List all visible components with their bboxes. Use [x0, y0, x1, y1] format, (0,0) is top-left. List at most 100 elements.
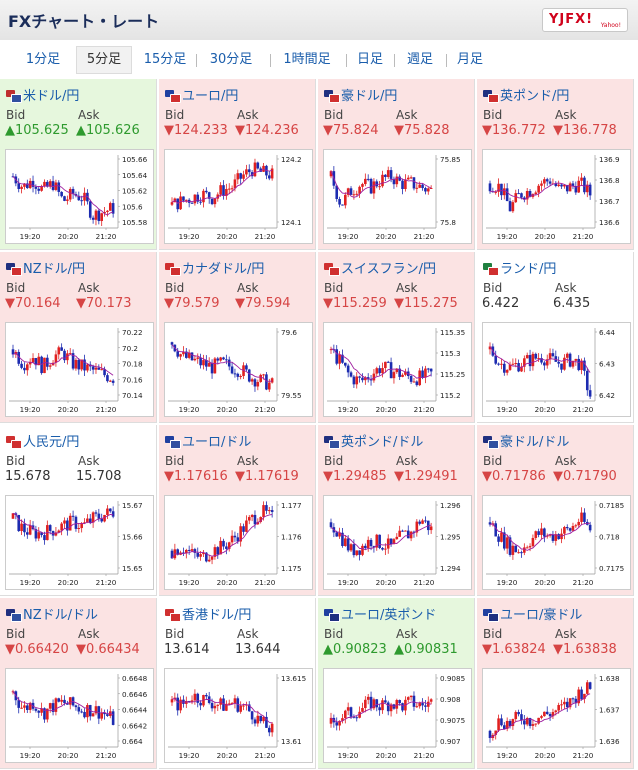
- bid-label: Bid: [165, 627, 185, 641]
- candle-body: [233, 179, 237, 189]
- rate-card[interactable]: 米ドル/円 Bid Ask ▲105.625 ▲105.626 105.66 105.64 1…: [0, 79, 157, 250]
- candle-body: [375, 368, 379, 374]
- x-tick-label: 20:20: [58, 405, 79, 414]
- tab-2[interactable]: 15分足: [143, 52, 187, 67]
- candle-body: [406, 697, 410, 700]
- rate-card[interactable]: カナダドル/円 Bid Ask ▼79.579 ▼79.594 79.6 79.55 19:2…: [159, 252, 316, 423]
- mini-chart[interactable]: 0.6648 0.6646 0.6644 0.6642 0.664 19:20 20:20 2…: [5, 668, 154, 763]
- rate-card[interactable]: 豪ドル/円 Bid Ask ▼75.824 ▼75.828 75.85 75.8 19:20 2…: [318, 79, 475, 250]
- rate-card[interactable]: ユーロ/円 Bid Ask ▼124.233 ▼124.236 124.2 124.1 19:…: [159, 79, 316, 250]
- mini-chart[interactable]: 70.22 70.2 70.18 70.16 70.14 19:20 20:20 21:20: [5, 322, 154, 417]
- candle-body: [100, 213, 103, 222]
- currency-flag-icon: [324, 609, 340, 622]
- currency-pair-link[interactable]: ユーロ/英ポンド: [324, 604, 436, 623]
- moving-average-line: [330, 524, 432, 551]
- candlestick-chart: 15.67 15.66 15.65 19:20 20:20 21:20: [9, 501, 143, 587]
- rate-card[interactable]: NZドル/ドル Bid Ask ▼0.66420 ▼0.66434 0.6648 0.664…: [0, 598, 157, 769]
- candle-body: [23, 705, 26, 708]
- mini-chart[interactable]: 136.9 136.8 136.7 136.6 19:20 20:20 21:20: [482, 149, 631, 244]
- rate-card[interactable]: 英ポンド/円 Bid Ask ▼136.772 ▼136.778 136.9 136.8 13…: [477, 79, 634, 250]
- tab-7[interactable]: 月足: [456, 52, 483, 67]
- currency-pair-link[interactable]: 英ポンド/円: [483, 85, 569, 104]
- candle-body: [233, 698, 237, 704]
- currency-pair-link[interactable]: ユーロ/豪ドル: [483, 604, 582, 623]
- currency-pair-link[interactable]: 豪ドル/円: [324, 85, 397, 104]
- mini-chart[interactable]: 15.67 15.66 15.65 19:20 20:20 21:20: [5, 495, 154, 590]
- candle-body: [537, 717, 540, 724]
- rate-card[interactable]: スイスフラン/円 Bid Ask ▼115.259 ▼115.275 115.35 115.…: [318, 252, 475, 423]
- candle-body: [505, 537, 509, 549]
- mini-chart[interactable]: 115.35 115.3 115.25 115.2 19:20 20:20 21:20: [323, 322, 472, 417]
- currency-pair-link[interactable]: 人民元/円: [6, 431, 79, 450]
- x-tick-label: 19:20: [179, 751, 200, 760]
- candle-body: [395, 700, 399, 709]
- mini-chart[interactable]: 79.6 79.55 19:20 20:20 21:20: [164, 322, 313, 417]
- candle-body: [88, 201, 92, 218]
- currency-pair-link[interactable]: 豪ドル/ドル: [483, 431, 569, 450]
- currency-pair-link[interactable]: 英ポンド/ドル: [324, 431, 423, 450]
- candle-body: [63, 699, 66, 704]
- mini-chart[interactable]: 124.2 124.1 19:20 20:20 21:20: [164, 149, 313, 244]
- candle-body: [222, 357, 225, 360]
- currency-pair-link[interactable]: NZドル/ドル: [6, 604, 98, 623]
- candle-body: [554, 356, 558, 362]
- candle-body: [355, 550, 359, 556]
- x-tick-label: 21:20: [573, 232, 594, 241]
- mini-chart[interactable]: 13.615 13.61 19:20 20:20 21:20: [164, 668, 313, 763]
- x-tick-label: 19:20: [338, 751, 359, 760]
- y-tick-label: 13.61: [281, 737, 302, 746]
- bid-label: Bid: [483, 454, 503, 468]
- mini-chart[interactable]: 1.296 1.295 1.294 19:20 20:20 21:20: [323, 495, 472, 590]
- tab-5[interactable]: 日足: [356, 52, 383, 67]
- candle-body: [568, 528, 572, 531]
- candle-body: [103, 514, 106, 522]
- currency-pair-link[interactable]: 香港ドル/円: [165, 604, 251, 623]
- currency-pair-link[interactable]: ランド/円: [483, 258, 556, 277]
- candle-body: [349, 188, 353, 195]
- ask-value: ▼1.63838: [553, 642, 617, 657]
- rate-card[interactable]: 香港ドル/円 Bid Ask 13.614 13.644 13.615 13.61 19:20…: [159, 598, 316, 769]
- currency-pair-link[interactable]: 米ドル/円: [6, 85, 79, 104]
- currency-pair-link[interactable]: ユーロ/円: [165, 85, 238, 104]
- tab-3[interactable]: 30分足: [209, 52, 253, 67]
- currency-pair-link[interactable]: NZドル/円: [6, 258, 85, 277]
- mini-chart[interactable]: 75.85 75.8 19:20 20:20 21:20: [323, 149, 472, 244]
- mini-chart[interactable]: 1.638 1.637 1.636 19:20 20:20 21:20: [482, 668, 631, 763]
- rate-card[interactable]: NZドル/円 Bid Ask ▼70.164 ▼70.173 70.22 70.2 70.18…: [0, 252, 157, 423]
- mini-chart[interactable]: 6.44 6.43 6.42 19:20 20:20 21:20: [482, 322, 631, 417]
- candle-body: [352, 716, 356, 718]
- mini-chart[interactable]: 105.66 105.64 105.62 105.6 105.58 19:20 20:20 2…: [5, 149, 154, 244]
- y-tick-label: 6.43: [599, 360, 615, 369]
- rate-card[interactable]: ユーロ/英ポンド Bid Ask ▲0.90823 ▲0.90831 0.9085 0.90…: [318, 598, 475, 769]
- candle-body: [381, 174, 384, 187]
- moving-average-line: [12, 352, 114, 376]
- currency-pair-link[interactable]: カナダドル/円: [165, 258, 264, 277]
- mini-chart[interactable]: 0.9085 0.908 0.9075 0.907 19:20 20:20 21:20: [323, 668, 472, 763]
- tab-4[interactable]: 1時間足: [283, 52, 331, 67]
- candle-body: [557, 184, 560, 186]
- rate-card[interactable]: ランド/円 Bid Ask 6.422 6.435 6.44 6.43 6.42 19:20 20…: [477, 252, 634, 423]
- currency-pair-link[interactable]: ユーロ/ドル: [165, 431, 251, 450]
- candle-body: [580, 177, 583, 181]
- candle-body: [256, 381, 260, 387]
- rate-card[interactable]: ユーロ/ドル Bid Ask ▼1.17616 ▼1.17619 1.177 1.176 1.…: [159, 425, 316, 596]
- candle-body: [94, 210, 98, 220]
- mini-chart[interactable]: 1.177 1.176 1.175 19:20 20:20 21:20: [164, 495, 313, 590]
- rate-card[interactable]: 豪ドル/ドル Bid Ask ▼0.71786 ▼0.71790 0.7185 0.718 0…: [477, 425, 634, 596]
- ask-label: Ask: [396, 108, 418, 122]
- tab-1[interactable]: 5分足: [76, 46, 132, 74]
- bid-label: Bid: [6, 281, 26, 295]
- currency-pair-link[interactable]: スイスフラン/円: [324, 258, 436, 277]
- candle-body: [369, 379, 373, 381]
- mini-chart[interactable]: 0.7185 0.718 0.7175 19:20 20:20 21:20: [482, 495, 631, 590]
- candle-body: [369, 696, 373, 709]
- candle-body: [372, 699, 376, 709]
- rate-card[interactable]: 英ポンド/ドル Bid Ask ▼1.29485 ▼1.29491 1.296 1.295 1…: [318, 425, 475, 596]
- candle-body: [523, 197, 526, 200]
- tab-0[interactable]: 1分足: [25, 52, 61, 67]
- yjfx-logo[interactable]: YJFX! Yahoo!: [542, 8, 628, 32]
- tab-6[interactable]: 週足: [406, 52, 433, 67]
- rate-card[interactable]: ユーロ/豪ドル Bid Ask ▼1.63824 ▼1.63838 1.638 1.637 1…: [477, 598, 634, 769]
- candle-body: [66, 520, 69, 531]
- rate-card[interactable]: 人民元/円 Bid Ask 15.678 15.708 15.67 15.66 15.65 19…: [0, 425, 157, 596]
